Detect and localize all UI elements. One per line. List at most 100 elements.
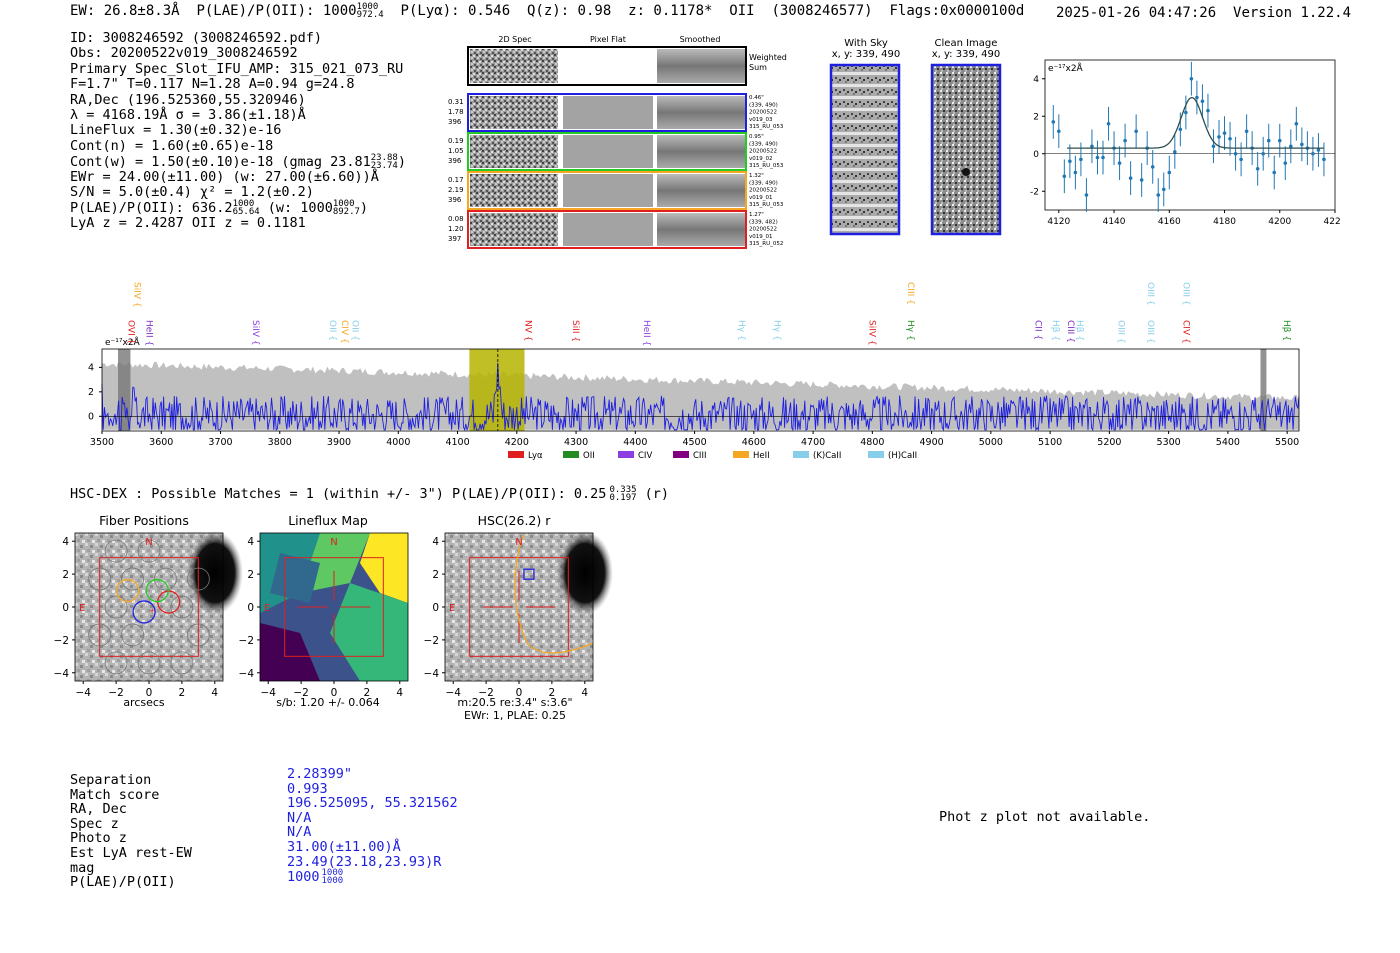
panel3-xlabel: m:20.5 re:3.4" s:3.6" EWr: 1, PLAE: 0.25 bbox=[440, 696, 590, 722]
info-plae-w-hi: 1000 bbox=[332, 199, 355, 210]
image-panels: + N E 4 2 0 −2 −4 −4 −2 0 2 4 N E 4 2 0 −2 −4 −4 −2 0 2 4 N E 4 2 0 −2… bbox=[54, 531, 613, 699]
panel3-xlabel2: EWr: 1, PLAE: 0.25 bbox=[463, 709, 567, 722]
masked-region bbox=[117, 349, 131, 431]
cutout-row-detail: 20200522 bbox=[749, 227, 777, 233]
with-sky-image bbox=[829, 63, 901, 236]
full-xtick-label: 5500 bbox=[1275, 437, 1299, 448]
weighted-sum-2d bbox=[470, 49, 558, 83]
flux-ytick-label: 4 bbox=[247, 536, 254, 548]
datetime: 2025-01-26 04:47:26 bbox=[1056, 5, 1217, 21]
label-mag: mag bbox=[70, 859, 95, 876]
full-xtick-label: 3800 bbox=[268, 437, 292, 448]
zoom-point bbox=[1173, 150, 1177, 154]
header-plae-hi: 1000 bbox=[356, 2, 379, 12]
hsc-xtick-label: 4 bbox=[581, 687, 588, 699]
cutout-row-smooth bbox=[657, 135, 745, 168]
header-summary: EW: 26.8±8.3Å P(LAE)/P(OII): 1000 1000 972… bbox=[70, 2, 1024, 20]
zoom-point bbox=[1123, 138, 1127, 143]
cutout-row-detail: 0.46" bbox=[749, 95, 764, 101]
info-id: ID: 3008246592 (3008246592.pdf) bbox=[70, 30, 322, 46]
full-xtick-label: 4100 bbox=[445, 437, 469, 448]
legend-swatch bbox=[868, 451, 884, 458]
zoom-point bbox=[1200, 99, 1205, 104]
header-plae: P(LAE)/P(OII): 1000 bbox=[196, 3, 357, 19]
cutout-row-w3: 397 bbox=[448, 235, 461, 243]
zoom-point bbox=[1322, 157, 1326, 162]
flux-xtick-label: −2 bbox=[293, 687, 308, 699]
zoom-xtick-label: 4120 bbox=[1047, 217, 1070, 227]
spectral-line-marker: OIII { bbox=[1115, 320, 1125, 344]
fiber-circle bbox=[170, 595, 194, 619]
cutouts-panel: 2D Spec Pixel Flat Smoothed Weighted Sum… bbox=[448, 35, 787, 249]
spectral-line-marker: Hβ { bbox=[1281, 320, 1291, 341]
value-radec: 196.525095, 55.321562 bbox=[287, 795, 458, 812]
detection-info: ID: 3008246592 (3008246592.pdf) Obs: 202… bbox=[70, 30, 406, 231]
header-ew: EW: 26.8±8.3Å bbox=[70, 3, 180, 19]
flux-xtick-label: 4 bbox=[396, 687, 403, 699]
zoom-xtick-label: 4140 bbox=[1103, 217, 1126, 227]
zoom-ytick-label: 0 bbox=[1033, 150, 1039, 160]
full-xtick-label: 4200 bbox=[505, 437, 529, 448]
spectral-line-marker: OIII { bbox=[1181, 282, 1191, 306]
info-sn: S/N = 5.0(±0.4) χ² = 1.2(±0.2) bbox=[70, 183, 314, 200]
label-separation: Separation bbox=[70, 772, 152, 788]
zoom-point bbox=[1084, 193, 1089, 197]
cutout-row-smooth bbox=[657, 213, 745, 246]
phot-z-message: Phot z plot not available. bbox=[939, 809, 1151, 825]
cutout-row-detail: 315_RU_052 bbox=[749, 241, 783, 247]
info-contw-text: Cont(w) = 1.50(±0.10)e-18 (gmag 23.81 bbox=[70, 154, 371, 171]
zoom-xtick-label: 4200 bbox=[1268, 217, 1291, 227]
cutout-row-w1: 0.08 bbox=[448, 215, 464, 223]
match-table-values: 2.28399" 0.993 196.525095, 55.321562 N/A… bbox=[287, 767, 458, 886]
sky-images bbox=[829, 63, 1002, 236]
clean-title: Clean Image x, y: 339, 490 bbox=[926, 38, 1006, 60]
info-z: LyA z = 2.4287 OII z = 0.1181 bbox=[70, 214, 306, 231]
zoom-point bbox=[1261, 151, 1265, 156]
zoom-xtick-label: 4180 bbox=[1213, 217, 1236, 227]
spectral-line-marker: Hγ { bbox=[772, 320, 782, 341]
flux-region-c bbox=[360, 533, 408, 603]
legend-label: (H)CaII bbox=[888, 451, 917, 461]
zoom-point bbox=[1283, 161, 1288, 165]
spectral-line-marker: SiIV { bbox=[250, 320, 260, 346]
zoom-point bbox=[1073, 170, 1078, 175]
full-ytick-label: 0 bbox=[88, 411, 94, 422]
zoom-point bbox=[1167, 170, 1172, 175]
cutout-row-smooth bbox=[657, 96, 745, 129]
label-plae: P(LAE)/P(OII) bbox=[70, 874, 176, 891]
label-radec: RA, Dec bbox=[70, 801, 127, 818]
zoom-ytick-label: 4 bbox=[1033, 75, 1039, 85]
hsc-ytick-label: 4 bbox=[432, 536, 439, 548]
full-xtick-label: 4600 bbox=[742, 437, 766, 448]
spectral-line-marker: Hγ { bbox=[736, 320, 746, 341]
zoom-ytick-label: -2 bbox=[1030, 187, 1039, 197]
info-plae: P(LAE)/P(OII): 636.2 1000 65.64 (w: 1000 10… bbox=[70, 199, 369, 218]
fiber-dark-source bbox=[187, 531, 243, 615]
cutout-row-detail: 20200522 bbox=[749, 188, 777, 194]
zoom-point bbox=[1266, 138, 1271, 143]
value-spec-z: N/A bbox=[287, 809, 312, 826]
match-table-labels: Separation Match score RA, Dec Spec z Ph… bbox=[70, 773, 192, 890]
zoom-point bbox=[1244, 129, 1249, 134]
fiber-circle bbox=[121, 567, 144, 591]
panel1-xlabel: arcsecs bbox=[123, 696, 165, 709]
cutout-row-detail: 0.95" bbox=[749, 134, 764, 140]
zoom-point bbox=[1255, 166, 1260, 171]
cutout-row-detail: v019_01 bbox=[749, 195, 773, 201]
cutout-row-detail: v019_02 bbox=[749, 156, 773, 162]
hsc-ytick-label: −4 bbox=[424, 668, 440, 680]
hsc-ellipse bbox=[514, 534, 594, 654]
info-contw: Cont(w) = 1.50(±0.10)e-18 (gmag 23.81 23.… bbox=[70, 153, 406, 172]
zoom-point bbox=[1057, 129, 1061, 134]
panel2-xlabel: s/b: 1.20 +/- 0.064 bbox=[276, 696, 380, 709]
fiber-aperture-box bbox=[99, 557, 199, 657]
info-obs: Obs: 20200522v019_3008246592 bbox=[70, 45, 298, 62]
cutout-row-w3: 396 bbox=[448, 118, 462, 126]
fiber-center-plus: + bbox=[149, 607, 156, 616]
info-plae-w-lo: 892.7 bbox=[332, 207, 360, 218]
full-spectrum-chart: e⁻¹⁷x2Å 4 2 0 3500 3600 3700 3800 3900 4000 4100 42… bbox=[88, 282, 1300, 461]
info-radec: RA,Dec (196.525360,55.320946) bbox=[70, 91, 306, 108]
spectral-line-marker: OII { bbox=[327, 320, 337, 341]
spectral-line-marker: OIII { bbox=[1145, 282, 1155, 306]
fiber-north: N bbox=[145, 537, 152, 548]
